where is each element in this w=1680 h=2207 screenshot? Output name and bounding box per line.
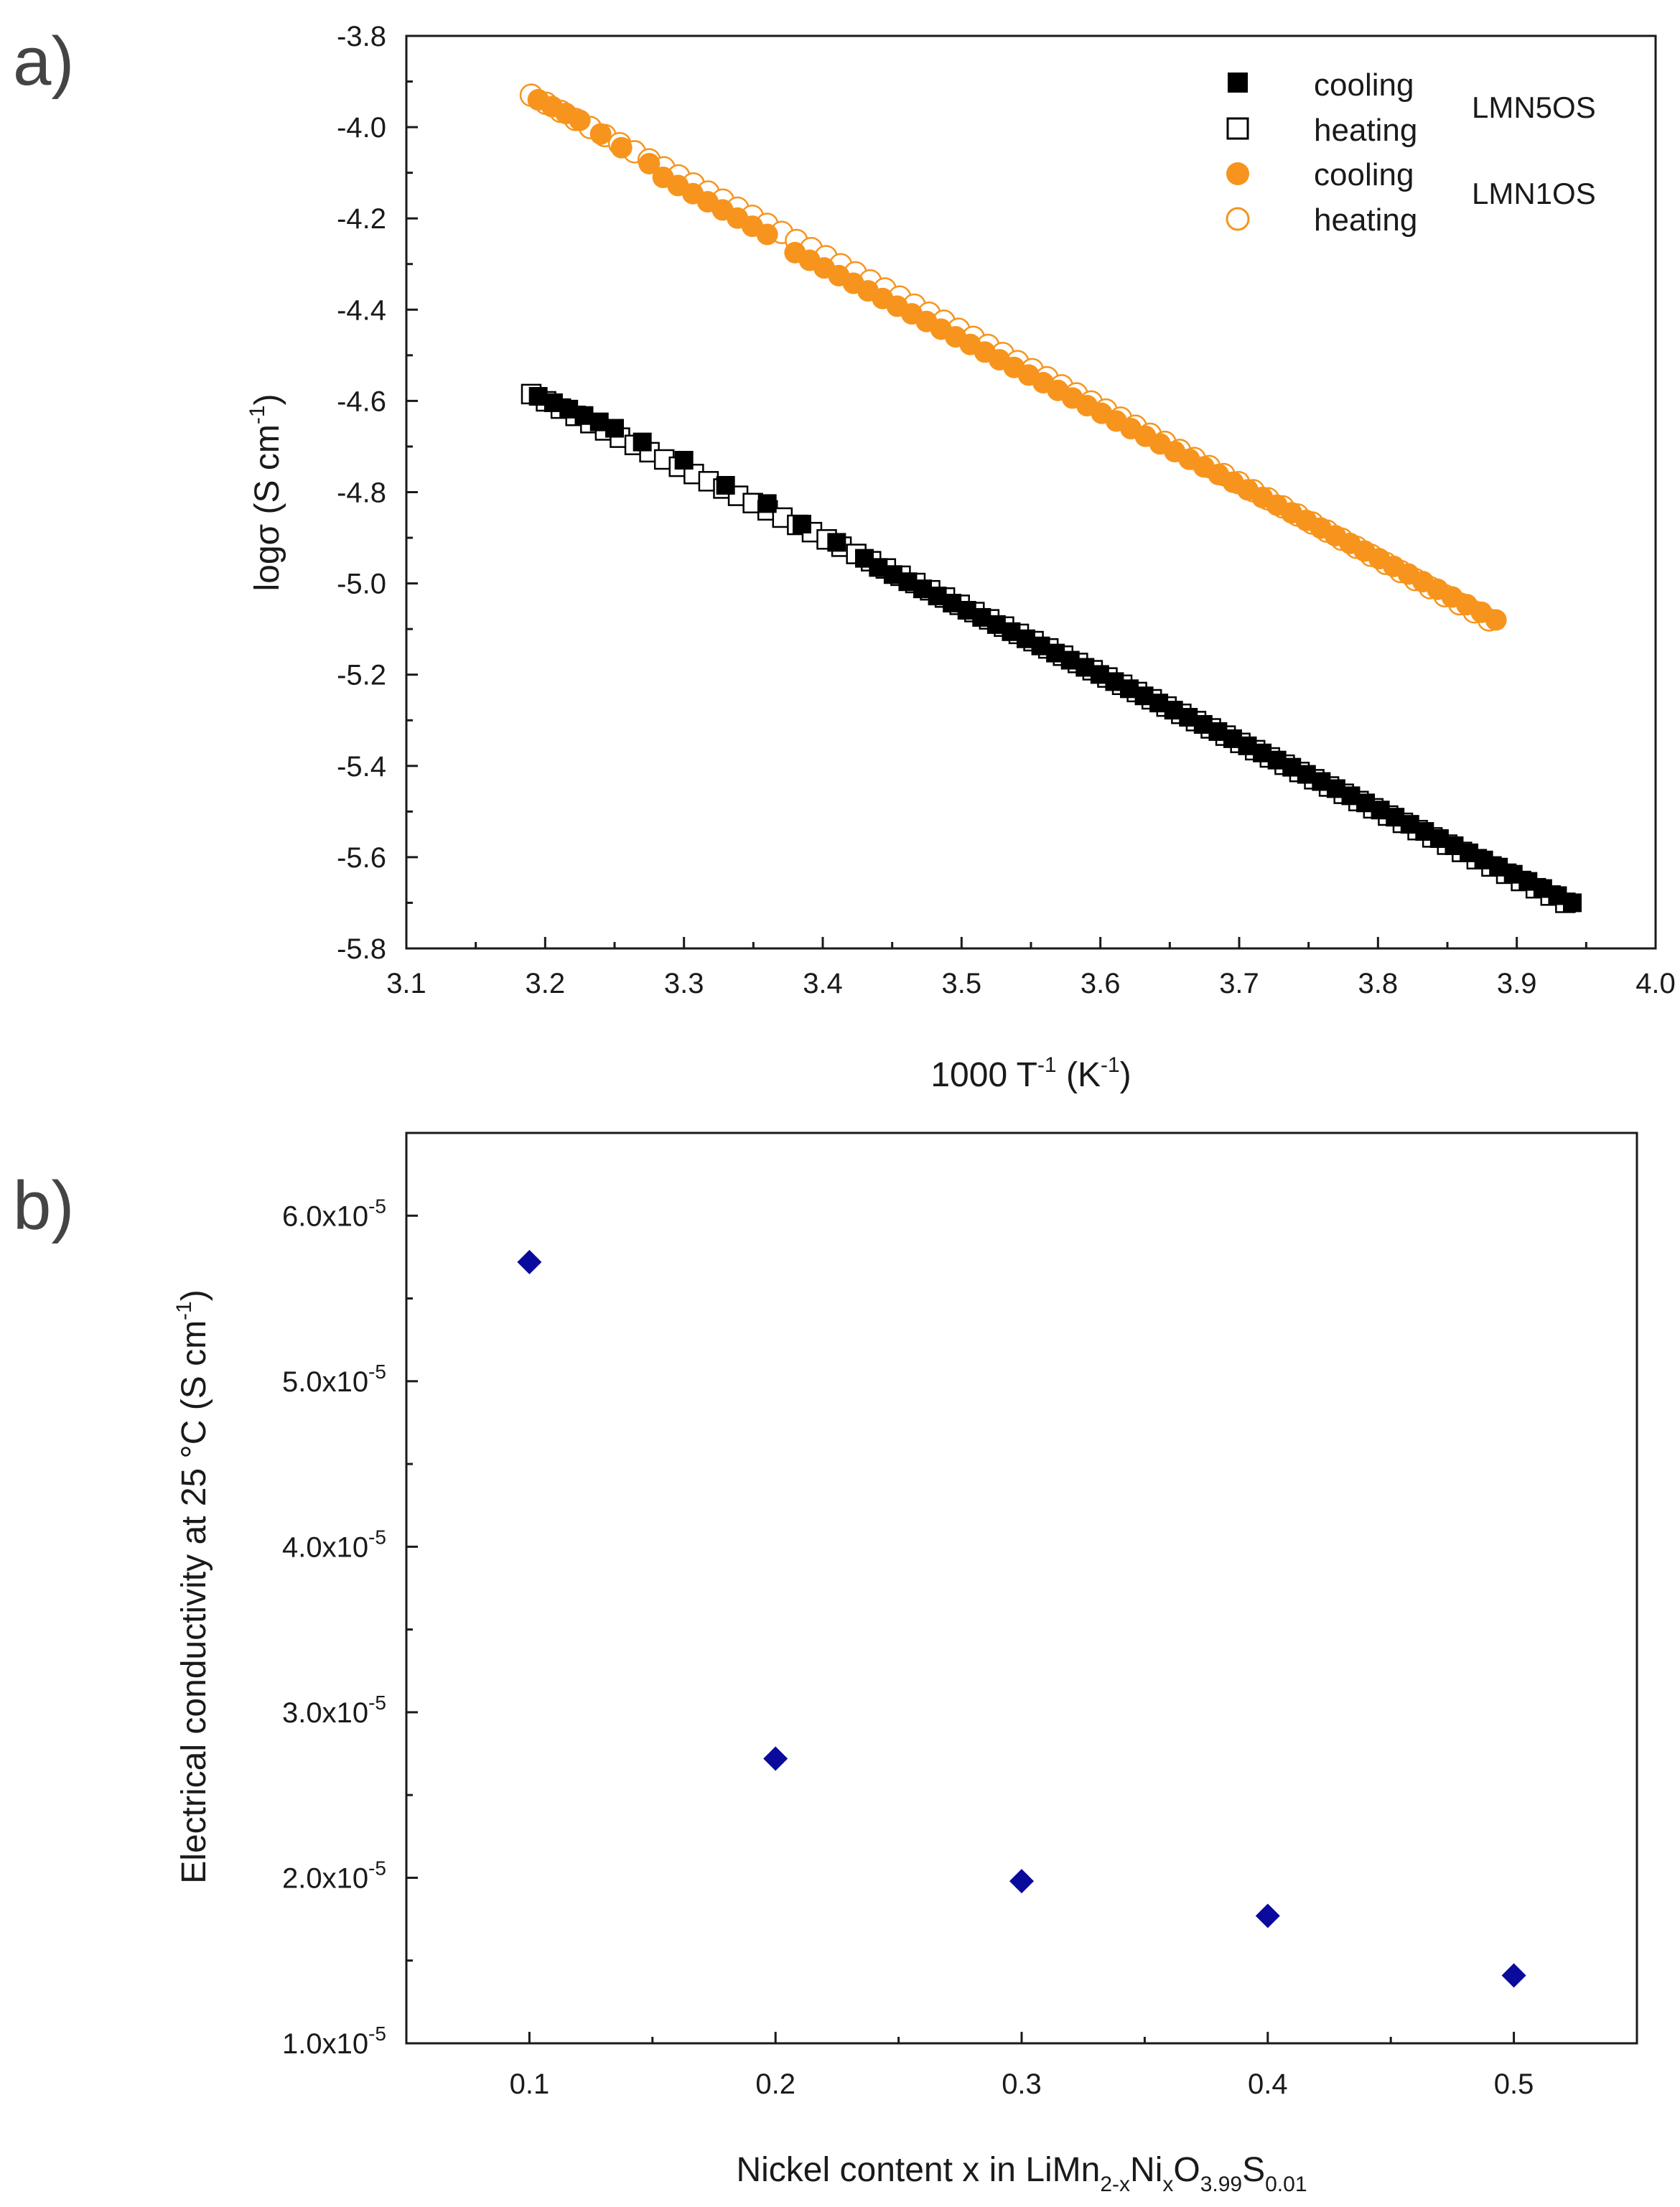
- panel-b-y-ticks: 1.0x10-5 2.0x10-5 3.0x10-5 4.0x10-5 5.0x10-5…: [282, 1195, 418, 2060]
- data-point: [793, 514, 811, 533]
- panel-b-x-ticks: 0.1 0.2 0.3 0.4 0.5: [405, 2032, 1638, 2100]
- y-tick-label: 6.0x10-5: [282, 1195, 386, 1232]
- data-point: [653, 449, 675, 470]
- y-tick-label: -5.4: [337, 751, 386, 783]
- y-tick-label: -5.8: [337, 933, 386, 965]
- legend-heating-lmn5os: heating: [1314, 113, 1417, 148]
- x-tick-label: 3.3: [664, 968, 704, 999]
- data-point-diamond: [1009, 1869, 1034, 1894]
- panel-b-y-axis-title: Electrical conductivity at 25 °C (S cm-1…: [172, 1289, 213, 1883]
- x-tick-label: 3.4: [803, 968, 843, 999]
- y-tick-label: -4.6: [337, 386, 386, 417]
- y-tick-label: 2.0x10-5: [282, 1857, 386, 1894]
- y-tick-label: 1.0x10-5: [282, 2022, 386, 2060]
- y-tick-label: -3.8: [337, 21, 386, 52]
- panel-b-label: b): [13, 1167, 74, 1244]
- legend-marker-open-circle: [1226, 207, 1250, 231]
- data-point: [633, 432, 652, 452]
- y-tick-label: 4.0x10-5: [282, 1526, 386, 1563]
- data-point: [674, 451, 694, 470]
- series-lmn5os-cooling: [528, 387, 1582, 913]
- y-tick-label: -4.8: [337, 477, 386, 509]
- legend-marker-filled-square: [1228, 73, 1248, 93]
- x-tick-label: 4.0: [1635, 968, 1676, 999]
- x-tick-label: 0.5: [1494, 2068, 1534, 2100]
- y-tick-label: -4.4: [337, 294, 386, 326]
- panel-a-y-ticks: -5.8 -5.6 -5.4 -5.2 -5.0 -4.8 -4.6 -4.4 -4.2 -4.0…: [337, 21, 418, 965]
- x-tick-label: 3.2: [526, 968, 566, 999]
- y-tick-label: -4.0: [337, 112, 386, 144]
- legend-group-lmn1os: LMN1OS: [1472, 177, 1596, 210]
- data-point: [757, 494, 777, 513]
- panel-a: a) 3.1 3.2 3.3 3.4 3.5 3.6 3.7 3.8 3.9 4.0 -5.8-5…: [13, 21, 1676, 1094]
- panel-a-data-points: [519, 83, 1582, 913]
- x-tick-label: 3.5: [942, 968, 982, 999]
- data-point: [638, 152, 661, 174]
- panel-a-plot-frame: [405, 34, 1657, 950]
- panel-a-y-axis-title: logσ (S cm-1): [246, 393, 286, 591]
- data-point-diamond: [1501, 1963, 1526, 1988]
- panel-b-plot-frame: [405, 1132, 1638, 2045]
- x-tick-label: 3.1: [386, 968, 426, 999]
- x-tick-label: 3.7: [1219, 968, 1259, 999]
- data-point: [827, 533, 846, 552]
- legend-cooling-lmn5os: cooling: [1314, 67, 1414, 103]
- x-tick-label: 0.1: [510, 2068, 550, 2100]
- data-point: [569, 109, 591, 131]
- y-tick-label: -4.2: [337, 203, 386, 235]
- y-tick-label: 3.0x10-5: [282, 1692, 386, 1729]
- data-point: [610, 136, 633, 159]
- panel-b-x-axis-title: Nickel content x in LiMn2-xNixO3.99S0.01: [736, 2151, 1307, 2196]
- x-tick-label: 0.3: [1002, 2068, 1042, 2100]
- x-tick-label: 0.2: [755, 2068, 795, 2100]
- y-tick-label: -5.6: [337, 842, 386, 874]
- legend-marker-filled-circle: [1226, 162, 1249, 185]
- legend-cooling-lmn1os: cooling: [1314, 157, 1414, 192]
- legend-group-lmn5os: LMN5OS: [1472, 90, 1596, 124]
- data-point: [756, 223, 778, 246]
- y-tick-label: -5.0: [337, 569, 386, 600]
- data-point-diamond: [517, 1249, 542, 1274]
- legend-heating-lmn1os: heating: [1314, 202, 1417, 238]
- data-point: [1485, 609, 1507, 631]
- data-point: [589, 123, 612, 145]
- panel-a-legend: cooling heating LMN5OS cooling heating L…: [1226, 67, 1596, 238]
- y-tick-label: -5.2: [337, 660, 386, 691]
- legend-marker-open-square: [1226, 117, 1249, 140]
- panel-a-label: a): [13, 23, 74, 100]
- y-tick-label: 5.0x10-5: [282, 1361, 386, 1398]
- data-point-diamond: [763, 1746, 788, 1771]
- panel-a-x-axis-title: 1000 T-1 (K-1): [930, 1053, 1131, 1094]
- data-point-diamond: [1255, 1903, 1280, 1928]
- x-tick-label: 3.6: [1081, 968, 1121, 999]
- panel-b-data-points: [517, 1249, 1526, 1988]
- series-lmn1os-cooling: [527, 88, 1507, 631]
- x-tick-label: 3.9: [1497, 968, 1537, 999]
- data-point: [605, 419, 624, 438]
- x-tick-label: 3.8: [1358, 968, 1399, 999]
- panel-a-x-ticks: 3.1 3.2 3.3 3.4 3.5 3.6 3.7 3.8 3.9 4.0: [386, 937, 1676, 999]
- panel-b: b) 0.1 0.2 0.3 0.4 0.5 1.0x10-5 2.0x10-5 3.0x1…: [13, 1132, 1638, 2196]
- data-point: [1563, 893, 1582, 913]
- data-point: [716, 475, 735, 495]
- x-tick-label: 0.4: [1248, 2068, 1288, 2100]
